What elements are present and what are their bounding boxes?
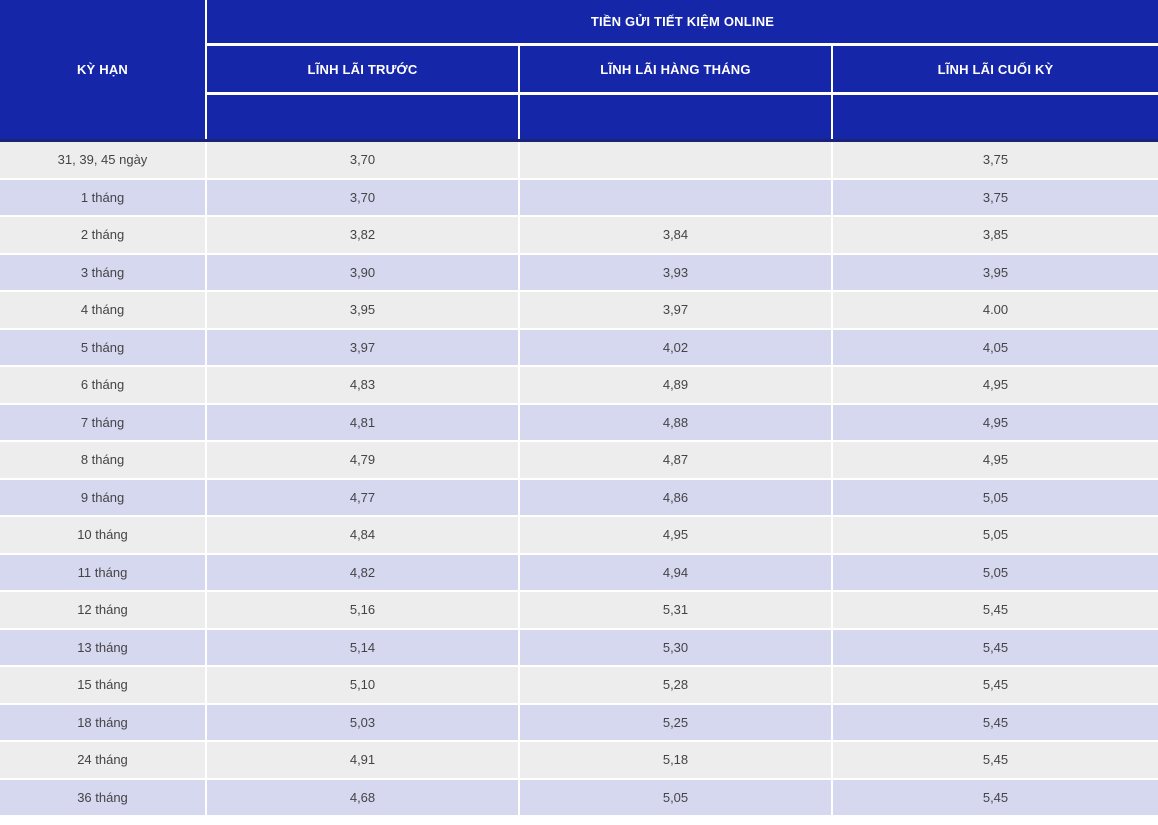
column-header-label: LĨNH LÃI TRƯỚC xyxy=(307,61,418,77)
rate-cell: 5,05 xyxy=(520,779,831,815)
column-header-linh-lai-hang-thang: LĨNH LÃI HÀNG THÁNG xyxy=(520,46,831,92)
rate-cell: 4,95 xyxy=(833,442,1158,478)
rate-cell: 3,70 xyxy=(207,142,518,178)
rate-cell xyxy=(520,142,831,178)
rate-cell: 4,02 xyxy=(520,329,831,365)
rate-cell: 5,28 xyxy=(520,667,831,703)
term-cell: 3 tháng xyxy=(0,254,205,290)
header-spacer-cell xyxy=(833,95,1158,139)
term-cell: 6 tháng xyxy=(0,367,205,403)
rate-cell: 3,97 xyxy=(207,329,518,365)
rate-cell: 5,05 xyxy=(833,554,1158,590)
rate-cell: 3,70 xyxy=(207,179,518,215)
rate-cell: 5,45 xyxy=(833,667,1158,703)
rate-cell: 3,95 xyxy=(833,254,1158,290)
term-cell: 31, 39, 45 ngày xyxy=(0,142,205,178)
rate-cell: 4,82 xyxy=(207,554,518,590)
table-title-label: TIỀN GỬI TIẾT KIỆM ONLINE xyxy=(590,14,775,29)
rate-cell: 5,45 xyxy=(833,779,1158,815)
term-column-header: KỲ HẠN xyxy=(0,0,205,139)
term-cell: 24 tháng xyxy=(0,742,205,778)
rate-cell: 4,84 xyxy=(207,517,518,553)
rate-cell xyxy=(520,179,831,215)
rate-cell: 4,94 xyxy=(520,554,831,590)
rate-cell: 4,95 xyxy=(520,517,831,553)
rate-cell: 5,05 xyxy=(833,517,1158,553)
rate-cell: 5,45 xyxy=(833,704,1158,740)
rate-cell: 3,95 xyxy=(207,292,518,328)
rate-cell: 5,45 xyxy=(833,629,1158,665)
column-header-label: LĨNH LÃI HÀNG THÁNG xyxy=(600,61,751,77)
term-cell: 9 tháng xyxy=(0,479,205,515)
rate-cell: 5,10 xyxy=(207,667,518,703)
rate-cell: 4,05 xyxy=(833,329,1158,365)
table-header: KỲ HẠN TIỀN GỬI TIẾT KIỆM ONLINE LĨNH LÃ… xyxy=(0,0,1158,142)
rate-cell: 3,93 xyxy=(520,254,831,290)
rate-cell: 4,68 xyxy=(207,779,518,815)
rate-cell: 3,82 xyxy=(207,217,518,253)
term-column-header-label: KỲ HẠN xyxy=(76,62,129,77)
term-cell: 15 tháng xyxy=(0,667,205,703)
rate-cell: 5,45 xyxy=(833,742,1158,778)
term-cell: 12 tháng xyxy=(0,592,205,628)
rate-cell: 4,95 xyxy=(833,367,1158,403)
rate-cell: 3,75 xyxy=(833,142,1158,178)
rate-cell: 4,89 xyxy=(520,367,831,403)
term-cell: 18 tháng xyxy=(0,704,205,740)
term-cell: 5 tháng xyxy=(0,329,205,365)
rate-cell: 3,85 xyxy=(833,217,1158,253)
rate-cell: 4.00 xyxy=(833,292,1158,328)
header-spacer-cell xyxy=(207,95,518,139)
rate-cell: 5,25 xyxy=(520,704,831,740)
table-body: 31, 39, 45 ngày 3,70 3,75 1 tháng 3,70 3,75 2 … xyxy=(0,142,1158,815)
rate-cell: 4,95 xyxy=(833,404,1158,440)
rate-cell: 4,81 xyxy=(207,404,518,440)
rate-cell: 4,77 xyxy=(207,479,518,515)
rate-cell: 5,30 xyxy=(520,629,831,665)
rate-cell: 4,91 xyxy=(207,742,518,778)
term-cell: 11 tháng xyxy=(0,554,205,590)
rate-cell: 5,31 xyxy=(520,592,831,628)
term-cell: 7 tháng xyxy=(0,404,205,440)
rate-cell: 5,05 xyxy=(833,479,1158,515)
rate-cell: 3,90 xyxy=(207,254,518,290)
term-cell: 10 tháng xyxy=(0,517,205,553)
column-header-linh-lai-truoc: LĨNH LÃI TRƯỚC xyxy=(207,46,518,92)
rate-cell: 4,83 xyxy=(207,367,518,403)
rate-cell: 5,16 xyxy=(207,592,518,628)
term-cell: 36 tháng xyxy=(0,779,205,815)
term-cell: 2 tháng xyxy=(0,217,205,253)
term-cell: 1 tháng xyxy=(0,179,205,215)
rate-cell: 5,45 xyxy=(833,592,1158,628)
rate-cell: 5,18 xyxy=(520,742,831,778)
rate-cell: 5,03 xyxy=(207,704,518,740)
rate-cell: 5,14 xyxy=(207,629,518,665)
rate-cell: 3,75 xyxy=(833,179,1158,215)
rate-cell: 4,88 xyxy=(520,404,831,440)
rate-cell: 4,87 xyxy=(520,442,831,478)
term-cell: 13 tháng xyxy=(0,629,205,665)
header-spacer-cell xyxy=(520,95,831,139)
rate-cell: 3,97 xyxy=(520,292,831,328)
term-cell: 8 tháng xyxy=(0,442,205,478)
term-cell: 4 tháng xyxy=(0,292,205,328)
column-header-linh-lai-cuoi-ky: LĨNH LÃI CUỐI KỲ xyxy=(833,46,1158,92)
table-title: TIỀN GỬI TIẾT KIỆM ONLINE xyxy=(207,0,1158,43)
column-header-label: LĨNH LÃI CUỐI KỲ xyxy=(937,61,1054,77)
rate-cell: 4,79 xyxy=(207,442,518,478)
rate-cell: 4,86 xyxy=(520,479,831,515)
rate-cell: 3,84 xyxy=(520,217,831,253)
